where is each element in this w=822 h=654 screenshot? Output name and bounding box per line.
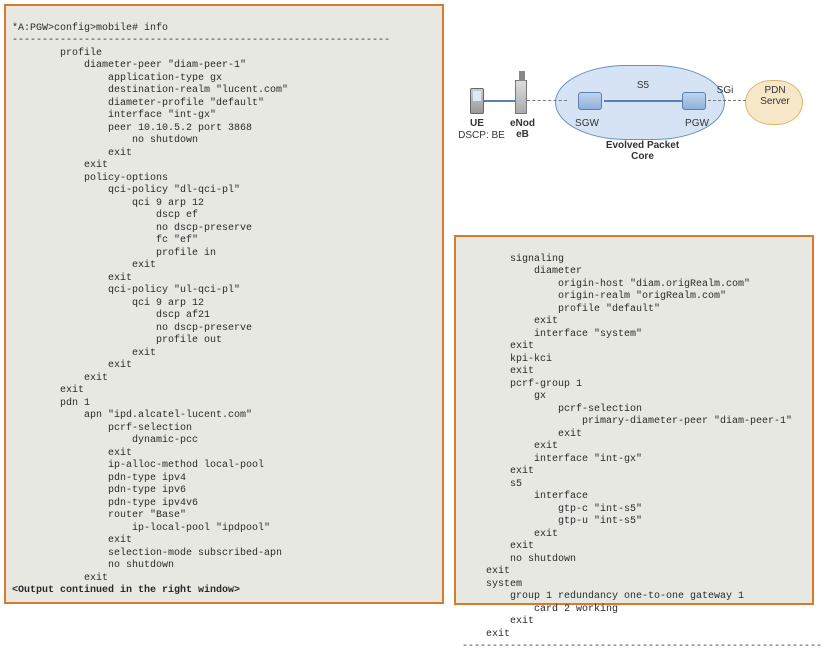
terminal-right-body: signaling diameter origin-host "diam.ori… — [462, 254, 792, 640]
pgw-label: PGW — [682, 118, 712, 129]
dash-line: ----------------------------------------… — [12, 35, 390, 46]
epc-label: Evolved Packet Core — [590, 140, 695, 162]
dscp-label: DSCP: BE — [454, 130, 509, 141]
link-enb-sgw — [527, 100, 567, 101]
dash-line-right: ----------------------------------------… — [462, 641, 822, 652]
link-ue-enb — [484, 100, 515, 102]
pdn-label: PDN Server — [750, 85, 800, 107]
sgw-icon — [578, 92, 602, 110]
link-sgw-pgw — [604, 100, 682, 102]
ue-icon — [470, 88, 484, 114]
continuation-note: <Output continued in the right window> — [12, 585, 240, 596]
ue-label: UE — [462, 118, 492, 129]
prompt: *A:PGW>config>mobile# info — [12, 23, 168, 34]
pgw-icon — [682, 92, 706, 110]
enodeb-label: eNod eB — [505, 118, 540, 140]
terminal-left-body: profile diameter-peer "diam-peer-1" appl… — [12, 48, 288, 584]
terminal-right: signaling diameter origin-host "diam.ori… — [454, 235, 814, 605]
network-diagram: UE DSCP: BE eNod eB SGW PGW S5 SGi Evolv… — [460, 40, 810, 205]
link-pgw-pdn — [708, 100, 746, 101]
enodeb-icon — [515, 80, 527, 114]
sgi-label: SGi — [715, 85, 735, 96]
terminal-left: *A:PGW>config>mobile# info -------------… — [4, 4, 444, 604]
sgw-label: SGW — [572, 118, 602, 129]
s5-label: S5 — [633, 80, 653, 91]
